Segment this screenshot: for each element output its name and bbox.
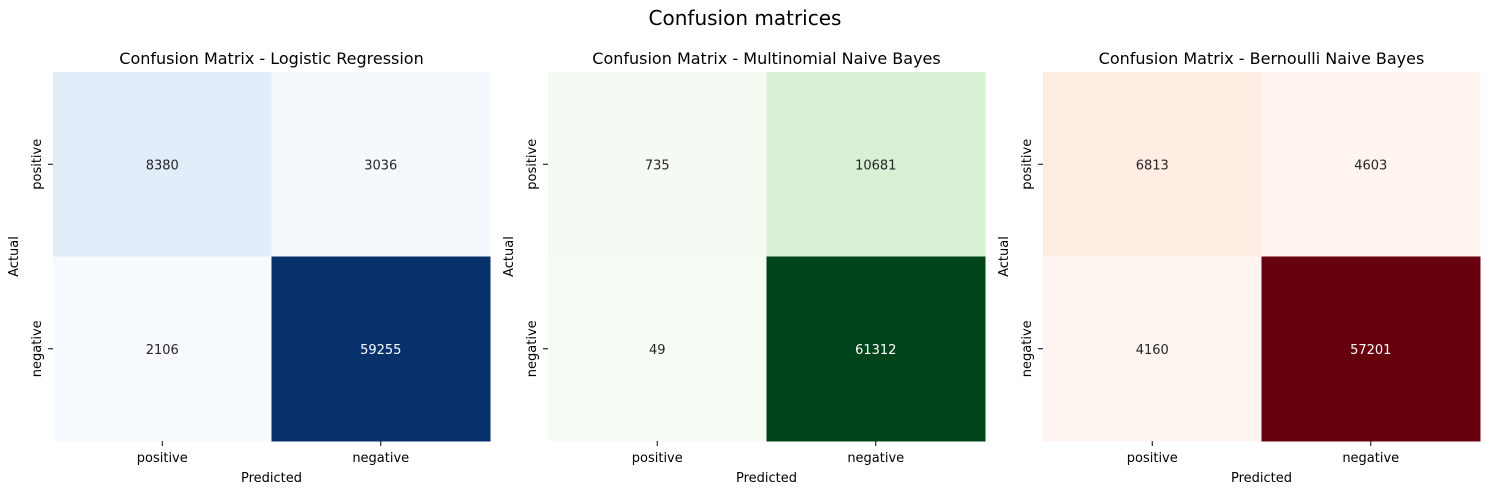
heatmap-panels: 8380 3036 2106 59255 Confusion Matrix - Logi…: [7, 49, 1481, 486]
heatmap-panel: 8380 3036 2106 59255 Confusion Matrix - Logi…: [7, 49, 491, 486]
x-tick-label: positive: [632, 451, 683, 466]
y-tick-label: negative: [525, 320, 540, 377]
heatmap-cell: [548, 72, 767, 257]
cell-value-label: 4160: [1136, 343, 1169, 358]
x-axis-label: Predicted: [736, 471, 797, 486]
figure-title: Confusion matrices: [649, 6, 842, 30]
cell-value-label: 6813: [1136, 158, 1169, 173]
cell-value-label: 735: [645, 158, 670, 173]
heatmap-panel: 6813 4603 4160 57201 Confusion Matrix - Bern…: [997, 49, 1481, 486]
heatmap-cell: [1261, 72, 1481, 257]
heatmap-cell: [766, 72, 986, 257]
x-tick-label: positive: [1127, 451, 1178, 466]
heatmap-cell: [271, 256, 491, 442]
heatmap-cell: [53, 256, 272, 442]
heatmap-cell: [548, 256, 767, 442]
heatmap-cell: [1261, 256, 1481, 442]
cell-value-label: 2106: [146, 343, 179, 358]
x-tick-label: negative: [352, 451, 409, 466]
cell-value-label: 61312: [855, 343, 896, 358]
panel-title: Confusion Matrix - Logistic Regression: [119, 49, 423, 68]
cell-value-label: 10681: [855, 158, 896, 173]
y-axis-label: Actual: [502, 236, 517, 277]
x-axis-label: Predicted: [241, 471, 302, 486]
cell-value-label: 4603: [1354, 158, 1387, 173]
panel-title: Confusion Matrix - Multinomial Naive Bay…: [592, 49, 940, 68]
heatmap-cell: [1043, 256, 1262, 442]
heatmap-panel: 735 10681 49 61312 Confusion Matrix - Multin…: [502, 49, 986, 486]
y-tick-label: negative: [1020, 320, 1035, 377]
x-axis-label: Predicted: [1231, 471, 1292, 486]
x-tick-label: negative: [847, 451, 904, 466]
x-tick-label: positive: [137, 451, 188, 466]
y-tick-label: positive: [1020, 139, 1035, 190]
y-tick-label: positive: [525, 139, 540, 190]
heatmap-cell: [271, 72, 491, 257]
y-tick-label: negative: [30, 320, 45, 377]
heatmap-cell: [766, 256, 986, 442]
heatmap-cell: [1043, 72, 1262, 257]
cell-value-label: 3036: [364, 158, 397, 173]
x-tick-label: negative: [1342, 451, 1399, 466]
y-tick-label: positive: [30, 139, 45, 190]
panel-title: Confusion Matrix - Bernoulli Naive Bayes: [1099, 49, 1425, 68]
cell-value-label: 49: [649, 343, 666, 358]
cell-value-label: 8380: [146, 158, 179, 173]
heatmap-cell: [53, 72, 272, 257]
cell-value-label: 57201: [1350, 343, 1391, 358]
cell-value-label: 59255: [360, 343, 401, 358]
y-axis-label: Actual: [7, 236, 22, 277]
y-axis-label: Actual: [997, 236, 1012, 277]
